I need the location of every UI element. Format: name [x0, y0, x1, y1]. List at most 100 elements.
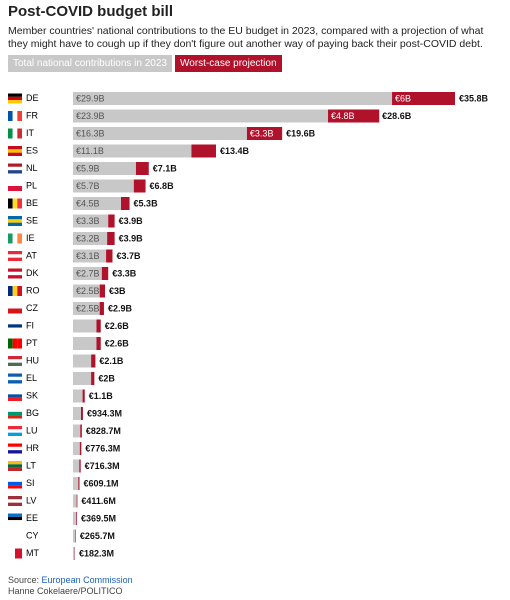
bar-segment [106, 249, 113, 263]
category-label: NL [26, 163, 38, 173]
flag [8, 502, 22, 506]
category-label: AT [26, 250, 37, 260]
flag [8, 415, 22, 419]
flag [8, 426, 22, 430]
segment-label: €3.3B [250, 128, 274, 138]
total-label: €3.9B [119, 216, 144, 226]
bar-segment [135, 162, 149, 175]
source-link[interactable]: European Commission [41, 575, 133, 585]
segment-label: €11.1B [76, 146, 104, 156]
flag [8, 166, 22, 171]
flag [12, 286, 18, 296]
bar-segment [91, 372, 95, 385]
flag [8, 198, 13, 209]
category-label: FI [26, 320, 34, 330]
flag [8, 397, 22, 401]
flag [8, 128, 13, 139]
flag [8, 254, 22, 258]
bar-segment [392, 92, 455, 105]
total-label: €13.4B [220, 146, 250, 156]
flag [8, 321, 22, 325]
chart-title: Post-COVID budget bill [8, 3, 173, 20]
flag [8, 275, 22, 279]
flag [8, 257, 22, 261]
flag [8, 96, 22, 101]
total-label: €35.8B [459, 93, 489, 103]
legend-entry: Worst-case projection [175, 55, 282, 72]
segment-label: €23.9B [76, 111, 105, 121]
segment-label: €3.3B [76, 216, 100, 226]
flag [8, 380, 22, 384]
flag [8, 411, 22, 416]
header: Post-COVID budget bill Member countries'… [8, 2, 503, 72]
flag [8, 391, 22, 395]
flag [8, 467, 22, 471]
bar-segment [191, 144, 216, 158]
credit: Hanne Cokelaere/POLITICO [8, 586, 123, 596]
flag [8, 338, 13, 349]
flag [8, 303, 22, 309]
bar-segment [73, 284, 100, 298]
category-label: IE [26, 233, 35, 243]
flag [8, 373, 22, 377]
category-label: LV [26, 495, 36, 505]
flag [8, 286, 13, 296]
flag [8, 485, 22, 489]
category-label: HU [26, 355, 39, 365]
flag [8, 461, 22, 465]
total-label: €369.5M [81, 513, 116, 523]
total-label: €716.3M [85, 461, 120, 471]
flag [8, 181, 22, 186]
segment-label: €29.9B [76, 93, 105, 103]
flag [8, 222, 22, 226]
flag [8, 478, 22, 482]
flag [8, 464, 22, 468]
flag [12, 338, 18, 349]
total-label: €2.9B [108, 303, 133, 313]
segment-label: €3.1B [76, 251, 100, 261]
category-label: DE [26, 93, 39, 103]
bar-segment [75, 529, 76, 543]
flag [8, 163, 22, 167]
bar-segment [73, 249, 107, 263]
segment-label: €6B [395, 93, 411, 103]
legend-entry: Total national contributions in 2023 [8, 55, 172, 72]
bar-segment [79, 442, 82, 455]
bar-segment [73, 197, 122, 210]
flag [8, 233, 13, 244]
flag [8, 359, 22, 363]
flag [8, 446, 22, 451]
bar-segment [73, 477, 79, 490]
total-label: €2.6B [105, 321, 130, 331]
flag [12, 128, 18, 139]
total-label: €5.3B [134, 198, 159, 208]
chart-subtitle: Member countries' national contributions… [8, 25, 484, 50]
bar-segment [73, 424, 81, 438]
category-label: MT [26, 548, 39, 558]
flag [8, 548, 15, 559]
flag [17, 198, 22, 209]
flag [8, 429, 22, 433]
bar-segment [73, 109, 329, 123]
segment-label: €5.7B [76, 181, 100, 191]
category-label: CY [26, 530, 39, 540]
flag [12, 111, 18, 121]
total-label: €3B [109, 286, 126, 296]
segment-label: €4.8B [331, 111, 355, 121]
total-label: €3.9B [119, 233, 144, 243]
category-label: BE [26, 198, 38, 208]
segment-label: €2.5B [76, 286, 100, 296]
bar-segment [78, 477, 80, 490]
bar-segment [73, 547, 75, 560]
bar-segment [73, 494, 77, 508]
flag [8, 450, 22, 454]
flag [8, 376, 22, 381]
flag [17, 286, 22, 296]
bar-segment [79, 459, 81, 473]
total-label: €776.3M [85, 443, 120, 453]
segment-label: €2.7B [76, 268, 100, 278]
flag [8, 516, 22, 521]
total-label: €28.6B [382, 111, 412, 121]
total-label: €2.6B [105, 338, 130, 348]
category-label: SE [26, 215, 38, 225]
